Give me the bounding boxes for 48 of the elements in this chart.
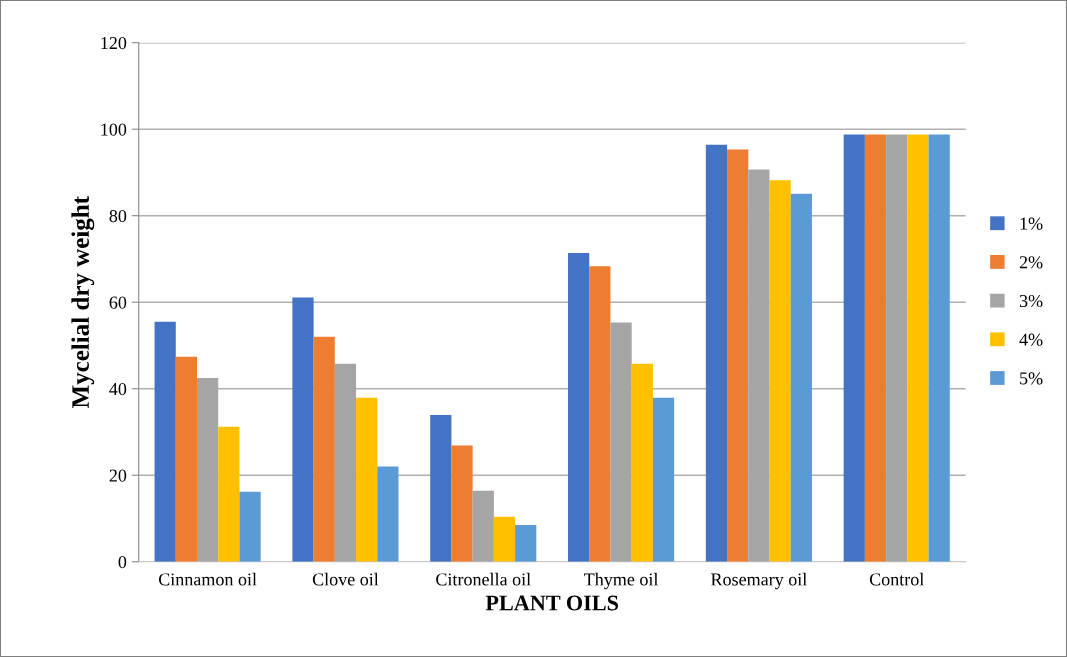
bar bbox=[568, 252, 590, 562]
y-tick-label: 100 bbox=[101, 123, 127, 136]
x-axis-title: PLANT OILS bbox=[485, 595, 619, 611]
bar bbox=[239, 491, 261, 562]
x-tick-label: Control bbox=[869, 572, 924, 586]
y-tick-label: 0 bbox=[118, 555, 127, 569]
x-tick-label: Rosemary oil bbox=[711, 572, 807, 590]
y-tick-label: 120 bbox=[101, 36, 127, 50]
x-tick-label: Clove oil bbox=[312, 572, 379, 586]
y-tick-label: 40 bbox=[109, 382, 127, 396]
bar bbox=[769, 180, 791, 562]
legend-label: 1% bbox=[1020, 217, 1043, 230]
bar bbox=[790, 193, 812, 562]
y-tick-label: 60 bbox=[109, 296, 127, 309]
bar bbox=[886, 134, 908, 562]
legend-label: 2% bbox=[1019, 256, 1043, 269]
bar bbox=[313, 336, 335, 562]
bar bbox=[748, 169, 770, 562]
bar bbox=[356, 397, 378, 562]
bar bbox=[154, 321, 176, 562]
legend-label: 5% bbox=[1020, 372, 1043, 385]
x-tick-label: Citronella oil bbox=[436, 572, 531, 586]
bar bbox=[705, 144, 728, 562]
bar bbox=[493, 516, 516, 562]
legend-label: 3% bbox=[1019, 294, 1043, 308]
bar bbox=[377, 466, 399, 562]
bar bbox=[843, 134, 865, 562]
bar bbox=[589, 266, 611, 562]
bar bbox=[451, 445, 473, 562]
bar bbox=[631, 363, 653, 562]
bar bbox=[907, 134, 929, 562]
bar bbox=[610, 322, 632, 562]
bar bbox=[175, 356, 198, 562]
x-tick-label: Cinnamon oil bbox=[158, 572, 257, 586]
bar bbox=[292, 297, 314, 562]
bar bbox=[515, 524, 537, 562]
bar bbox=[472, 490, 494, 562]
bar bbox=[864, 134, 887, 562]
y-tick-label: 80 bbox=[109, 209, 127, 223]
y-tick-label: 20 bbox=[109, 469, 127, 482]
bar bbox=[652, 397, 675, 562]
bar bbox=[430, 415, 452, 562]
bar bbox=[928, 134, 950, 562]
x-tick-label: Thyme oil bbox=[584, 572, 659, 590]
y-axis-title: Mycelial dry weight bbox=[71, 196, 95, 409]
bar bbox=[218, 426, 240, 562]
bar bbox=[727, 149, 749, 562]
legend-label: 4% bbox=[1019, 333, 1043, 346]
